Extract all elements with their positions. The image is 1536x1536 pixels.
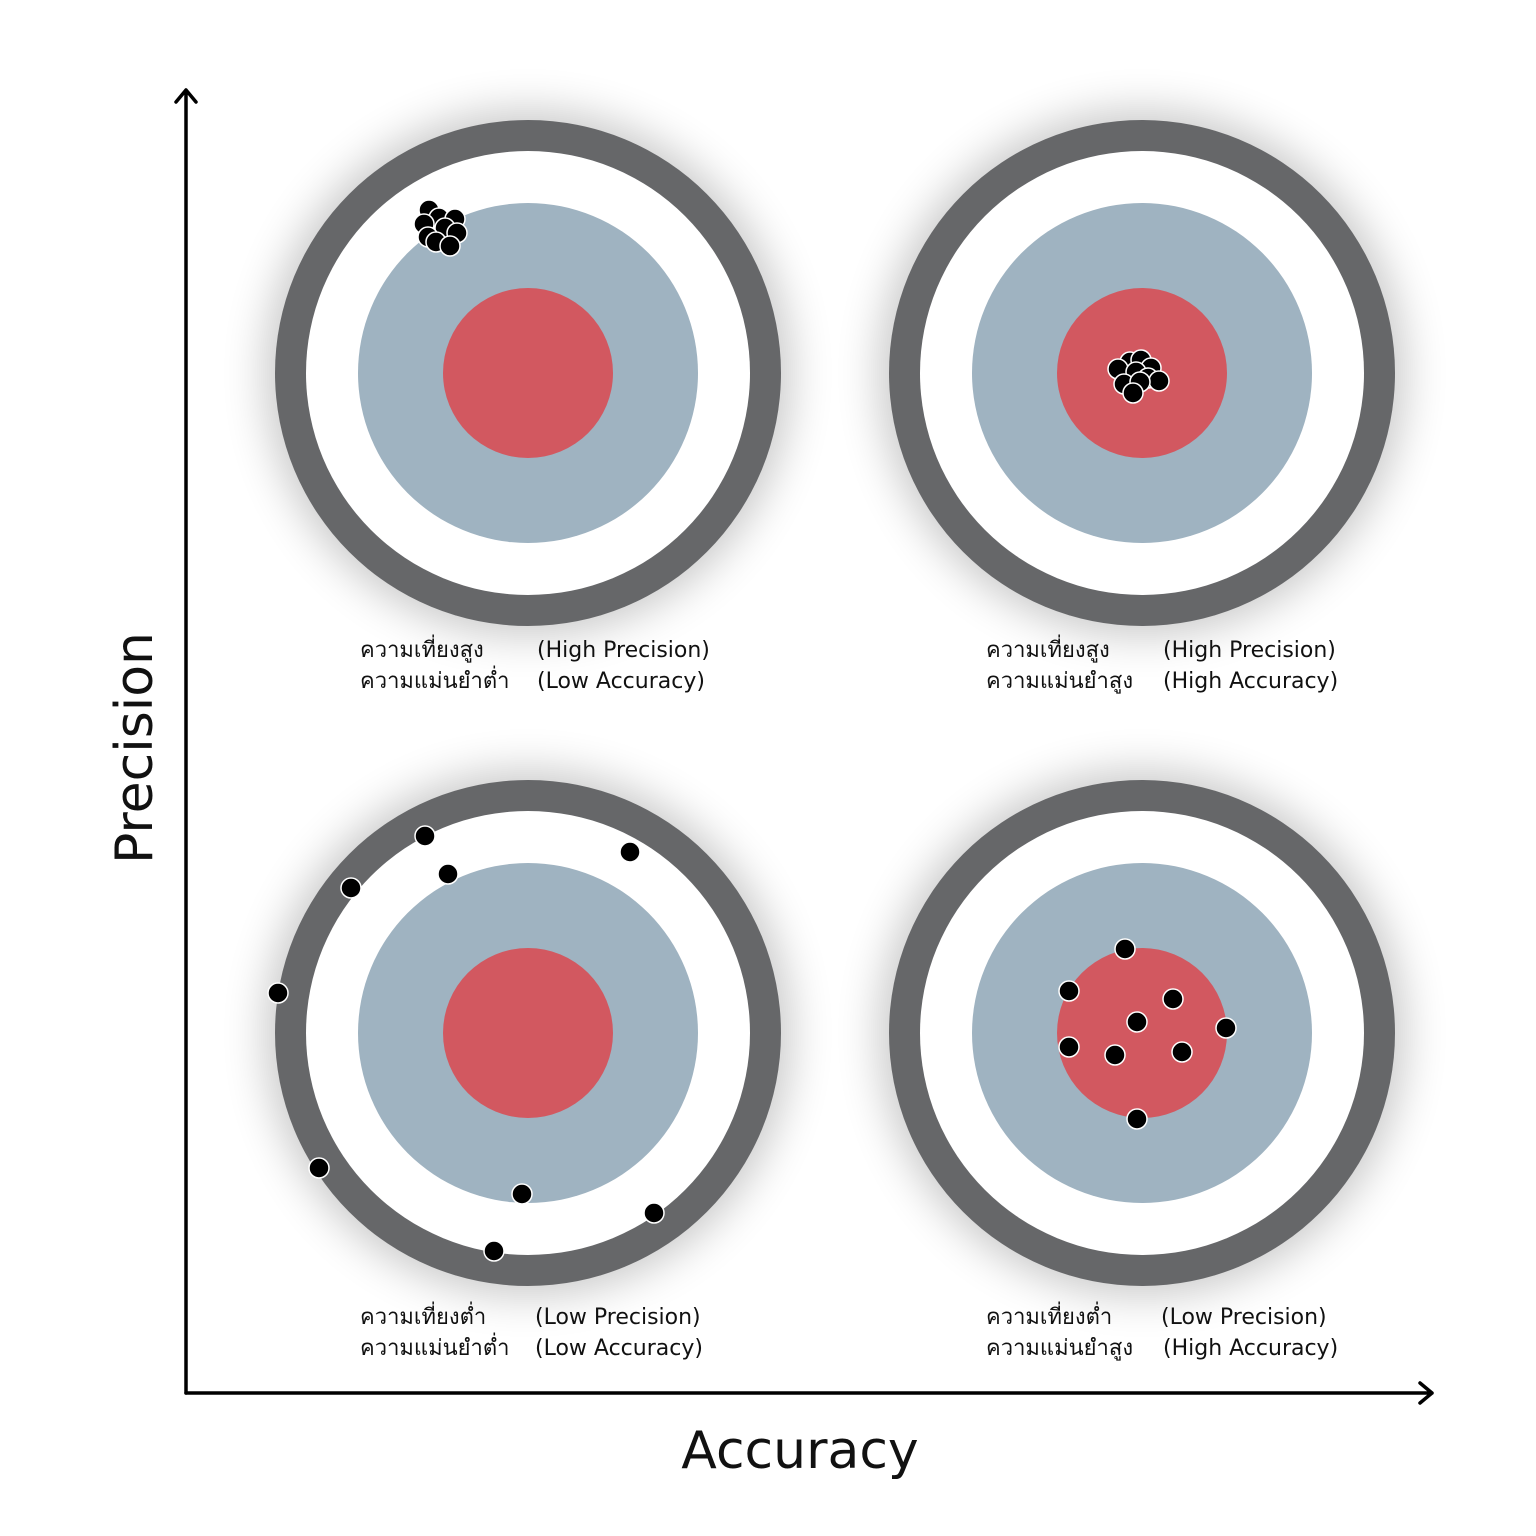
axes xyxy=(174,88,1434,1405)
panel-thai: ความเที่ยงสูง xyxy=(360,634,484,663)
y-axis-title: Precision xyxy=(105,632,165,864)
target xyxy=(880,771,1404,1295)
panel-english: (High Accuracy) xyxy=(1163,1336,1338,1361)
panel-thai: ความแม่นยำต่ำ xyxy=(360,1332,510,1361)
panel-english: (High Precision) xyxy=(1163,638,1336,663)
hits xyxy=(267,199,1237,1262)
panel-thai: ความเที่ยงต่ำ xyxy=(360,1301,486,1330)
target xyxy=(266,771,790,1295)
y-axis xyxy=(174,88,198,1395)
x-axis xyxy=(184,1381,1434,1405)
panel-thai: ความเที่ยงต่ำ xyxy=(986,1301,1112,1330)
panel-thai: ความเที่ยงสูง xyxy=(986,634,1110,663)
panel-english: (High Accuracy) xyxy=(1163,669,1338,694)
panel-thai: ความแม่นยำสูง xyxy=(986,1336,1133,1361)
panel-english: (Low Precision) xyxy=(1161,1305,1327,1330)
target xyxy=(266,111,790,635)
panel-thai: ความแม่นยำสูง xyxy=(986,669,1133,694)
panel-english: (Low Precision) xyxy=(535,1305,701,1330)
panel-thai: ความแม่นยำต่ำ xyxy=(360,665,510,694)
x-axis-title: Accuracy xyxy=(681,1421,918,1481)
panel-english: (High Precision) xyxy=(537,638,710,663)
panel-english: (Low Accuracy) xyxy=(535,1336,703,1361)
panel-english: (Low Accuracy) xyxy=(537,669,705,694)
